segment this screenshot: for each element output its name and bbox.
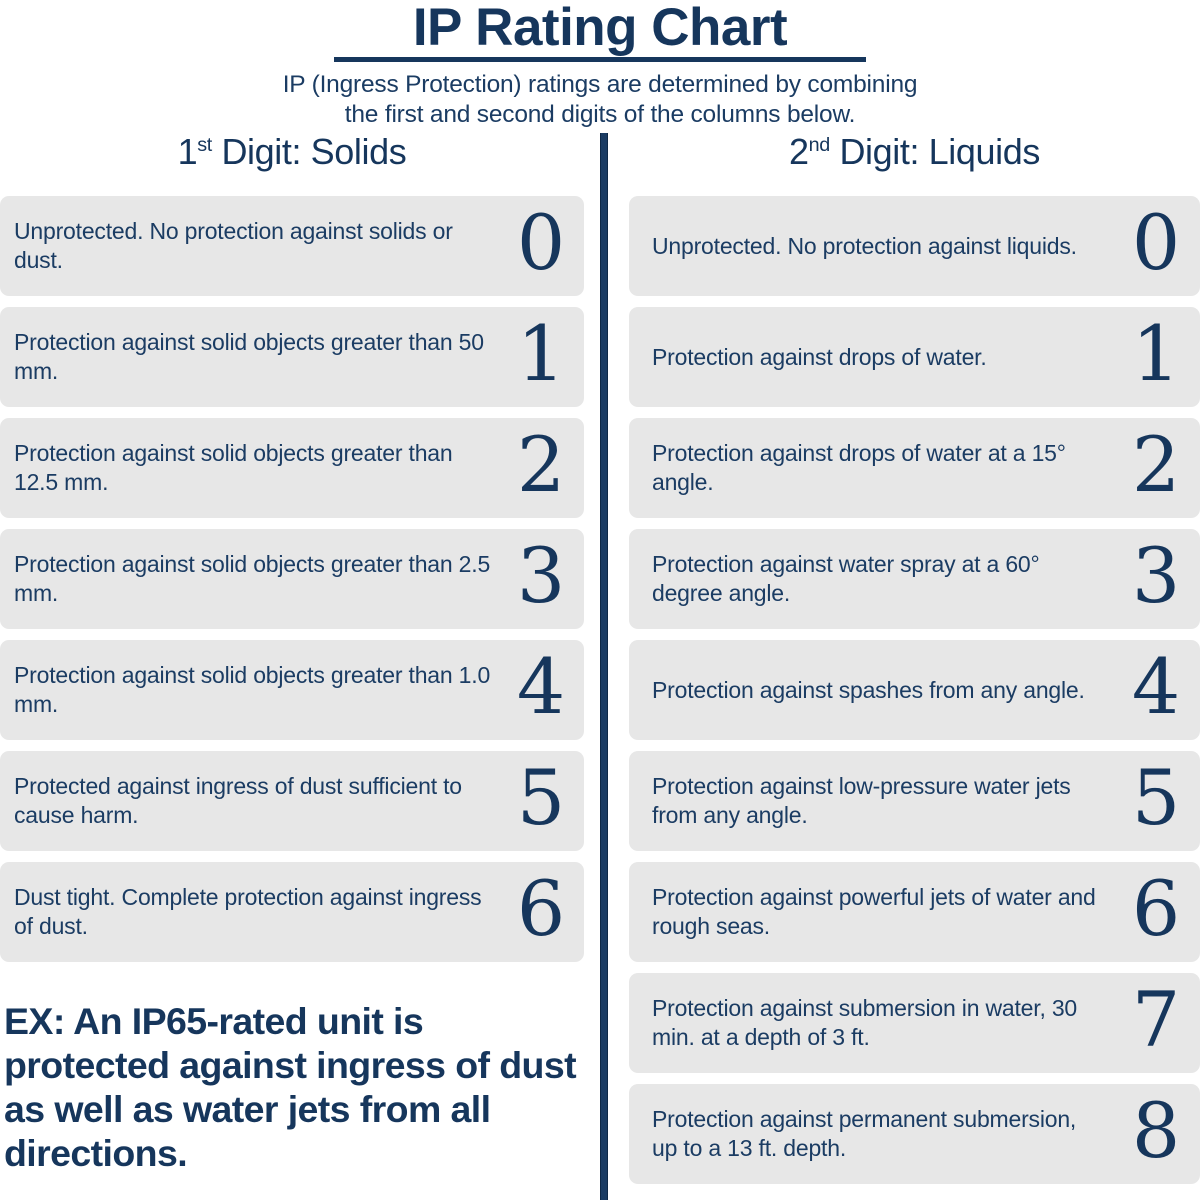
column-heading-solids-prefix: 1 [177, 131, 198, 172]
rating-description: Protection against solid objects greater… [14, 440, 453, 495]
rating-digit: 6 [516, 864, 566, 954]
column-heading-liquids: 2nd Digit: Liquids [629, 131, 1200, 173]
chart-header: IP Rating Chart IP (Ingress Protection) … [0, 0, 1200, 130]
title-underline-rule [334, 57, 866, 63]
rating-digit: 5 [516, 753, 566, 843]
rating-description: Protection against low-pressure water je… [652, 773, 1071, 828]
rating-description: Dust tight. Complete protection against … [14, 884, 482, 939]
column-divider [600, 133, 608, 1200]
solids-column: Unprotected. No protection against solid… [0, 196, 584, 973]
rating-row: Protected against ingress of dust suffic… [0, 751, 584, 851]
rating-digit: 8 [1131, 1086, 1181, 1176]
rating-row: Unprotected. No protection against liqui… [629, 196, 1200, 296]
rating-digit: 1 [516, 309, 566, 399]
rating-row: Protection against solid objects greater… [0, 529, 584, 629]
rating-row: Protection against solid objects greater… [0, 640, 584, 740]
rating-digit: 4 [1131, 642, 1181, 732]
column-heading-liquids-ordinal: nd [808, 134, 831, 156]
rating-row: Protection against water spray at a 60° … [629, 529, 1200, 629]
rating-digit: 7 [1131, 975, 1181, 1065]
rating-digit: 2 [1131, 420, 1181, 510]
rating-digit: 6 [1131, 864, 1181, 954]
example-callout: EX: An IP65-rated unit is protected agai… [4, 1000, 577, 1174]
rating-digit: 3 [1131, 531, 1181, 621]
rating-description: Protection against spashes from any angl… [652, 676, 1085, 703]
rating-row: Protection against powerful jets of wate… [629, 862, 1200, 962]
rating-description: Protection against solid objects greater… [14, 662, 491, 717]
column-heading-liquids-prefix: 2 [789, 131, 809, 172]
rating-description: Protection against submersion in water, … [652, 995, 1078, 1050]
column-heading-solids: 1st Digit: Solids [0, 131, 584, 173]
rating-description: Protection against solid objects greater… [14, 329, 484, 384]
rating-description: Protection against powerful jets of wate… [652, 884, 1096, 939]
rating-row: Dust tight. Complete protection against … [0, 862, 584, 962]
rating-digit: 3 [516, 531, 566, 621]
subtitle-line-1: IP (Ingress Protection) ratings are dete… [282, 71, 918, 99]
rating-row: Unprotected. No protection against solid… [0, 196, 584, 296]
rating-description: Protection against solid objects greater… [14, 551, 491, 606]
rating-description: Protection against drops of water at a 1… [652, 440, 1066, 495]
rating-row: Protection against permanent submersion,… [629, 1084, 1200, 1184]
rating-digit: 2 [516, 420, 566, 510]
rating-digit: 4 [516, 642, 566, 732]
rating-row: Protection against solid objects greater… [0, 418, 584, 518]
rating-digit: 5 [1131, 753, 1181, 843]
liquids-column: Unprotected. No protection against liqui… [629, 196, 1200, 1195]
page-title: IP Rating Chart [412, 0, 788, 57]
rating-description: Unprotected. No protection against solid… [14, 218, 453, 273]
rating-description: Protection against permanent submersion,… [652, 1106, 1077, 1161]
chart-subtitle: IP (Ingress Protection) ratings are dete… [0, 70, 1200, 130]
column-heading-liquids-suffix: Digit: Liquids [829, 131, 1040, 172]
rating-row: Protection against submersion in water, … [629, 973, 1200, 1073]
rating-description: Protected against ingress of dust suffic… [14, 773, 462, 828]
subtitle-line-2: the first and second digits of the colum… [344, 100, 856, 128]
rating-row: Protection against drops of water. 1 [629, 307, 1200, 407]
rating-row: Protection against low-pressure water je… [629, 751, 1200, 851]
rating-digit: 1 [1131, 309, 1181, 399]
rating-digit: 0 [516, 198, 566, 288]
rating-row: Protection against spashes from any angl… [629, 640, 1200, 740]
rating-description: Protection against water spray at a 60° … [652, 551, 1040, 606]
rating-description: Protection against drops of water. [652, 343, 987, 370]
rating-digit: 0 [1131, 198, 1181, 288]
rating-row: Protection against drops of water at a 1… [629, 418, 1200, 518]
rating-row: Protection against solid objects greater… [0, 307, 584, 407]
column-heading-solids-suffix: Digit: Solids [211, 131, 407, 172]
column-heading-solids-ordinal: st [197, 134, 212, 156]
rating-description: Unprotected. No protection against liqui… [652, 232, 1077, 259]
